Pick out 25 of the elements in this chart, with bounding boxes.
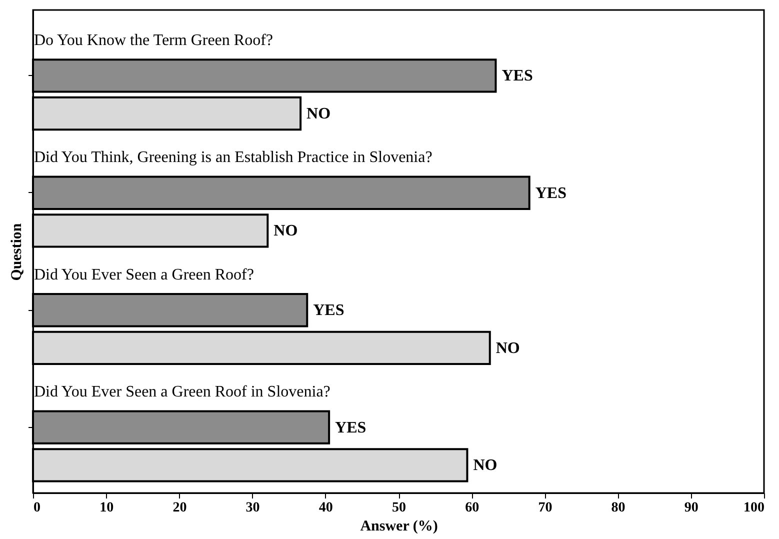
text: YES (535, 184, 566, 202)
x-tick-label: 50 (392, 500, 406, 516)
y-tick-label: Did You Ever Seen a Green Roof? (34, 266, 254, 284)
x-tick-label: 0 (34, 500, 40, 516)
x-tick-label: 20 (172, 500, 187, 516)
text: YES (313, 302, 344, 320)
x-tick-label: 30 (246, 500, 260, 516)
text: NO (473, 457, 498, 474)
y-tick-label: Did You Think, Greening is an Establish Practice in Slovenia? (34, 149, 432, 166)
y-axis-title: Question (9, 222, 25, 281)
text: NO (274, 222, 298, 240)
series-label: NO (306, 105, 331, 122)
text: NO (496, 340, 520, 357)
x-tick-label: 10 (100, 500, 114, 516)
y-tick-label: Did You Ever Seen a Green Roof in Slovenia? (34, 384, 330, 401)
series-label: YES (502, 68, 533, 85)
x-tick-label: 80 (611, 500, 626, 516)
x-tick-label: 70 (538, 500, 552, 516)
text: YES (335, 419, 366, 436)
x-tick-label: 90 (684, 500, 698, 516)
y-tick-label: Do You Know the Term Green Roof? (34, 32, 273, 49)
x-tick-label: 60 (465, 500, 480, 516)
x-axis-title: Answer (%) (360, 518, 438, 534)
x-tick-label: 100 (744, 500, 764, 516)
x-tick-label: 40 (318, 500, 333, 516)
